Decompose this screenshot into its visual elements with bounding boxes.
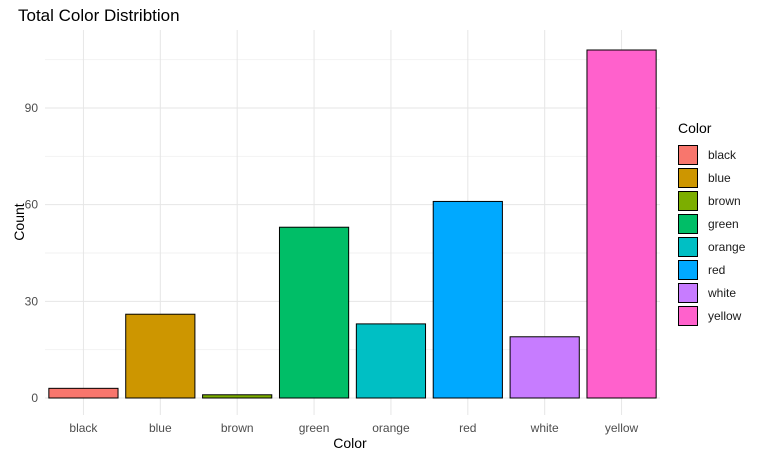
legend-title: Color [678, 120, 712, 136]
x-tick-label: red [459, 421, 476, 435]
legend-label: white [708, 285, 737, 300]
legend-label: green [708, 216, 739, 231]
bar-brown [202, 394, 273, 399]
legend-label: orange [708, 239, 746, 254]
legend-label: black [708, 147, 737, 162]
bar-orange [355, 323, 427, 399]
bar-green [278, 226, 350, 399]
legend-swatch [678, 213, 698, 234]
bar-blue [125, 313, 196, 399]
legend-item-blue: blue [678, 166, 745, 189]
legend-label: blue [708, 170, 731, 185]
legend-swatch [678, 305, 698, 326]
y-tick-label: 60 [25, 198, 39, 212]
x-tick-label: brown [221, 421, 254, 435]
legend: Color black blue brown green orange red white y… [678, 120, 745, 327]
y-axis-label: Count [11, 203, 27, 241]
y-tick-label: 30 [25, 294, 39, 308]
x-axis-label: Color [333, 435, 367, 451]
bar-white [509, 336, 580, 399]
legend-label: red [708, 262, 726, 277]
legend-item-brown: brown [678, 189, 745, 212]
legend-swatch [678, 282, 698, 303]
chart-title: Total Color Distribtion [18, 6, 180, 25]
legend-item-white: white [678, 281, 745, 304]
x-tick-label: green [299, 421, 330, 435]
legend-item-green: green [678, 212, 745, 235]
bar-red [432, 200, 503, 399]
legend-swatch [678, 259, 698, 280]
y-tick-label: 0 [31, 391, 38, 405]
x-tick-label: white [530, 421, 559, 435]
legend-swatch [678, 190, 698, 211]
bar-black [48, 387, 119, 399]
bar-yellow [586, 49, 657, 399]
legend-item-yellow: yellow [678, 304, 745, 327]
legend-item-black: black [678, 143, 745, 166]
legend-item-orange: orange [678, 235, 745, 258]
y-tick-label: 90 [25, 101, 39, 115]
x-tick-label: orange [372, 421, 410, 435]
legend-label: brown [708, 193, 741, 208]
legend-item-red: red [678, 258, 745, 281]
legend-swatch [678, 236, 698, 257]
x-tick-label: black [69, 421, 98, 435]
x-tick-label: blue [149, 421, 172, 435]
legend-label: yellow [708, 308, 742, 323]
x-tick-label: yellow [605, 421, 639, 435]
legend-swatch [678, 144, 698, 165]
legend-swatch [678, 167, 698, 188]
